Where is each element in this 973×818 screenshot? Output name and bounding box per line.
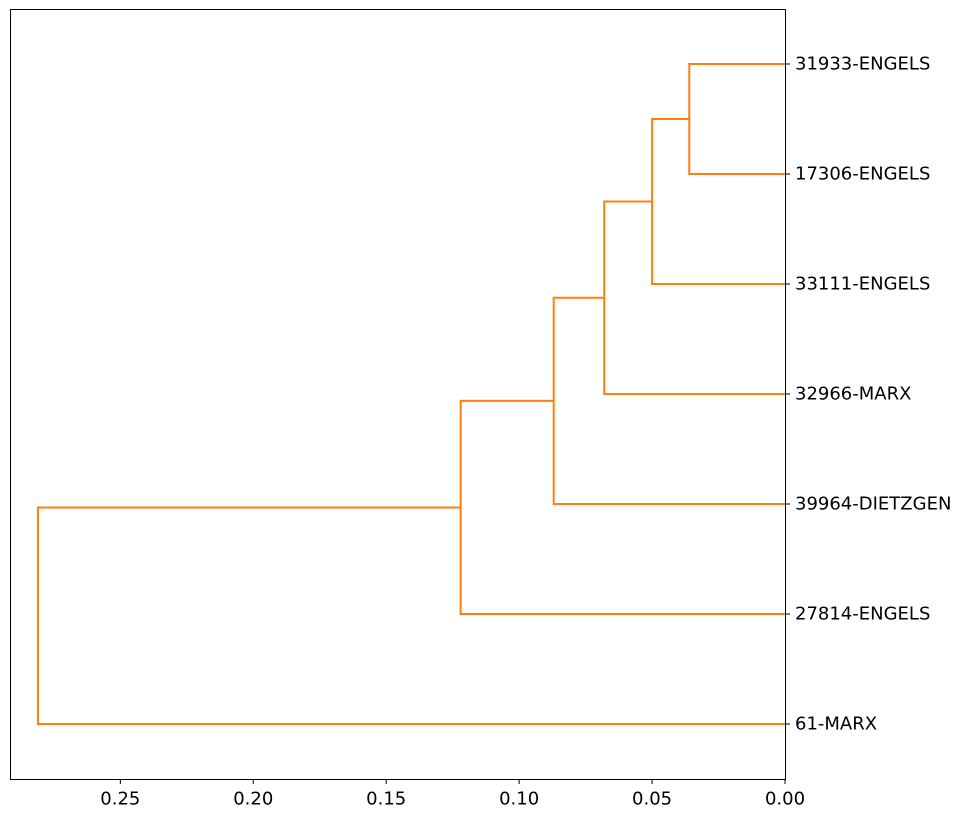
x-tick-label: 0.15 <box>366 789 406 810</box>
leaf-label: 27814-ENGELS <box>795 604 930 625</box>
dendrogram-link <box>459 399 785 615</box>
leaf-label: 31933-ENGELS <box>795 54 930 75</box>
dendrogram-link <box>36 506 785 725</box>
leaf-labels: 31933-ENGELS 17306-ENGELS 33111-ENGELS 3296… <box>785 54 951 735</box>
dendrogram-links <box>36 63 785 725</box>
leaf-label: 17306-ENGELS <box>795 164 930 185</box>
x-tick-label: 0.05 <box>632 789 672 810</box>
x-tick-label: 0.25 <box>100 789 140 810</box>
x-tick-label: 0.10 <box>499 789 539 810</box>
dendrogram-link <box>552 296 785 505</box>
dendrogram-link <box>688 63 785 175</box>
leaf-label: 39964-DIETZGEN <box>795 494 951 515</box>
leaf-label: 33111-ENGELS <box>795 274 930 295</box>
leaf-label: 32966-MARX <box>795 384 911 405</box>
dendrogram-link <box>603 200 785 395</box>
x-tick-label: 0.00 <box>765 789 805 810</box>
leaf-label: 61-MARX <box>795 714 877 735</box>
x-tick-label: 0.20 <box>233 789 273 810</box>
dendrogram-link <box>651 118 785 285</box>
x-axis: 0.25 0.20 0.15 0.10 0.05 0.00 <box>100 779 805 810</box>
